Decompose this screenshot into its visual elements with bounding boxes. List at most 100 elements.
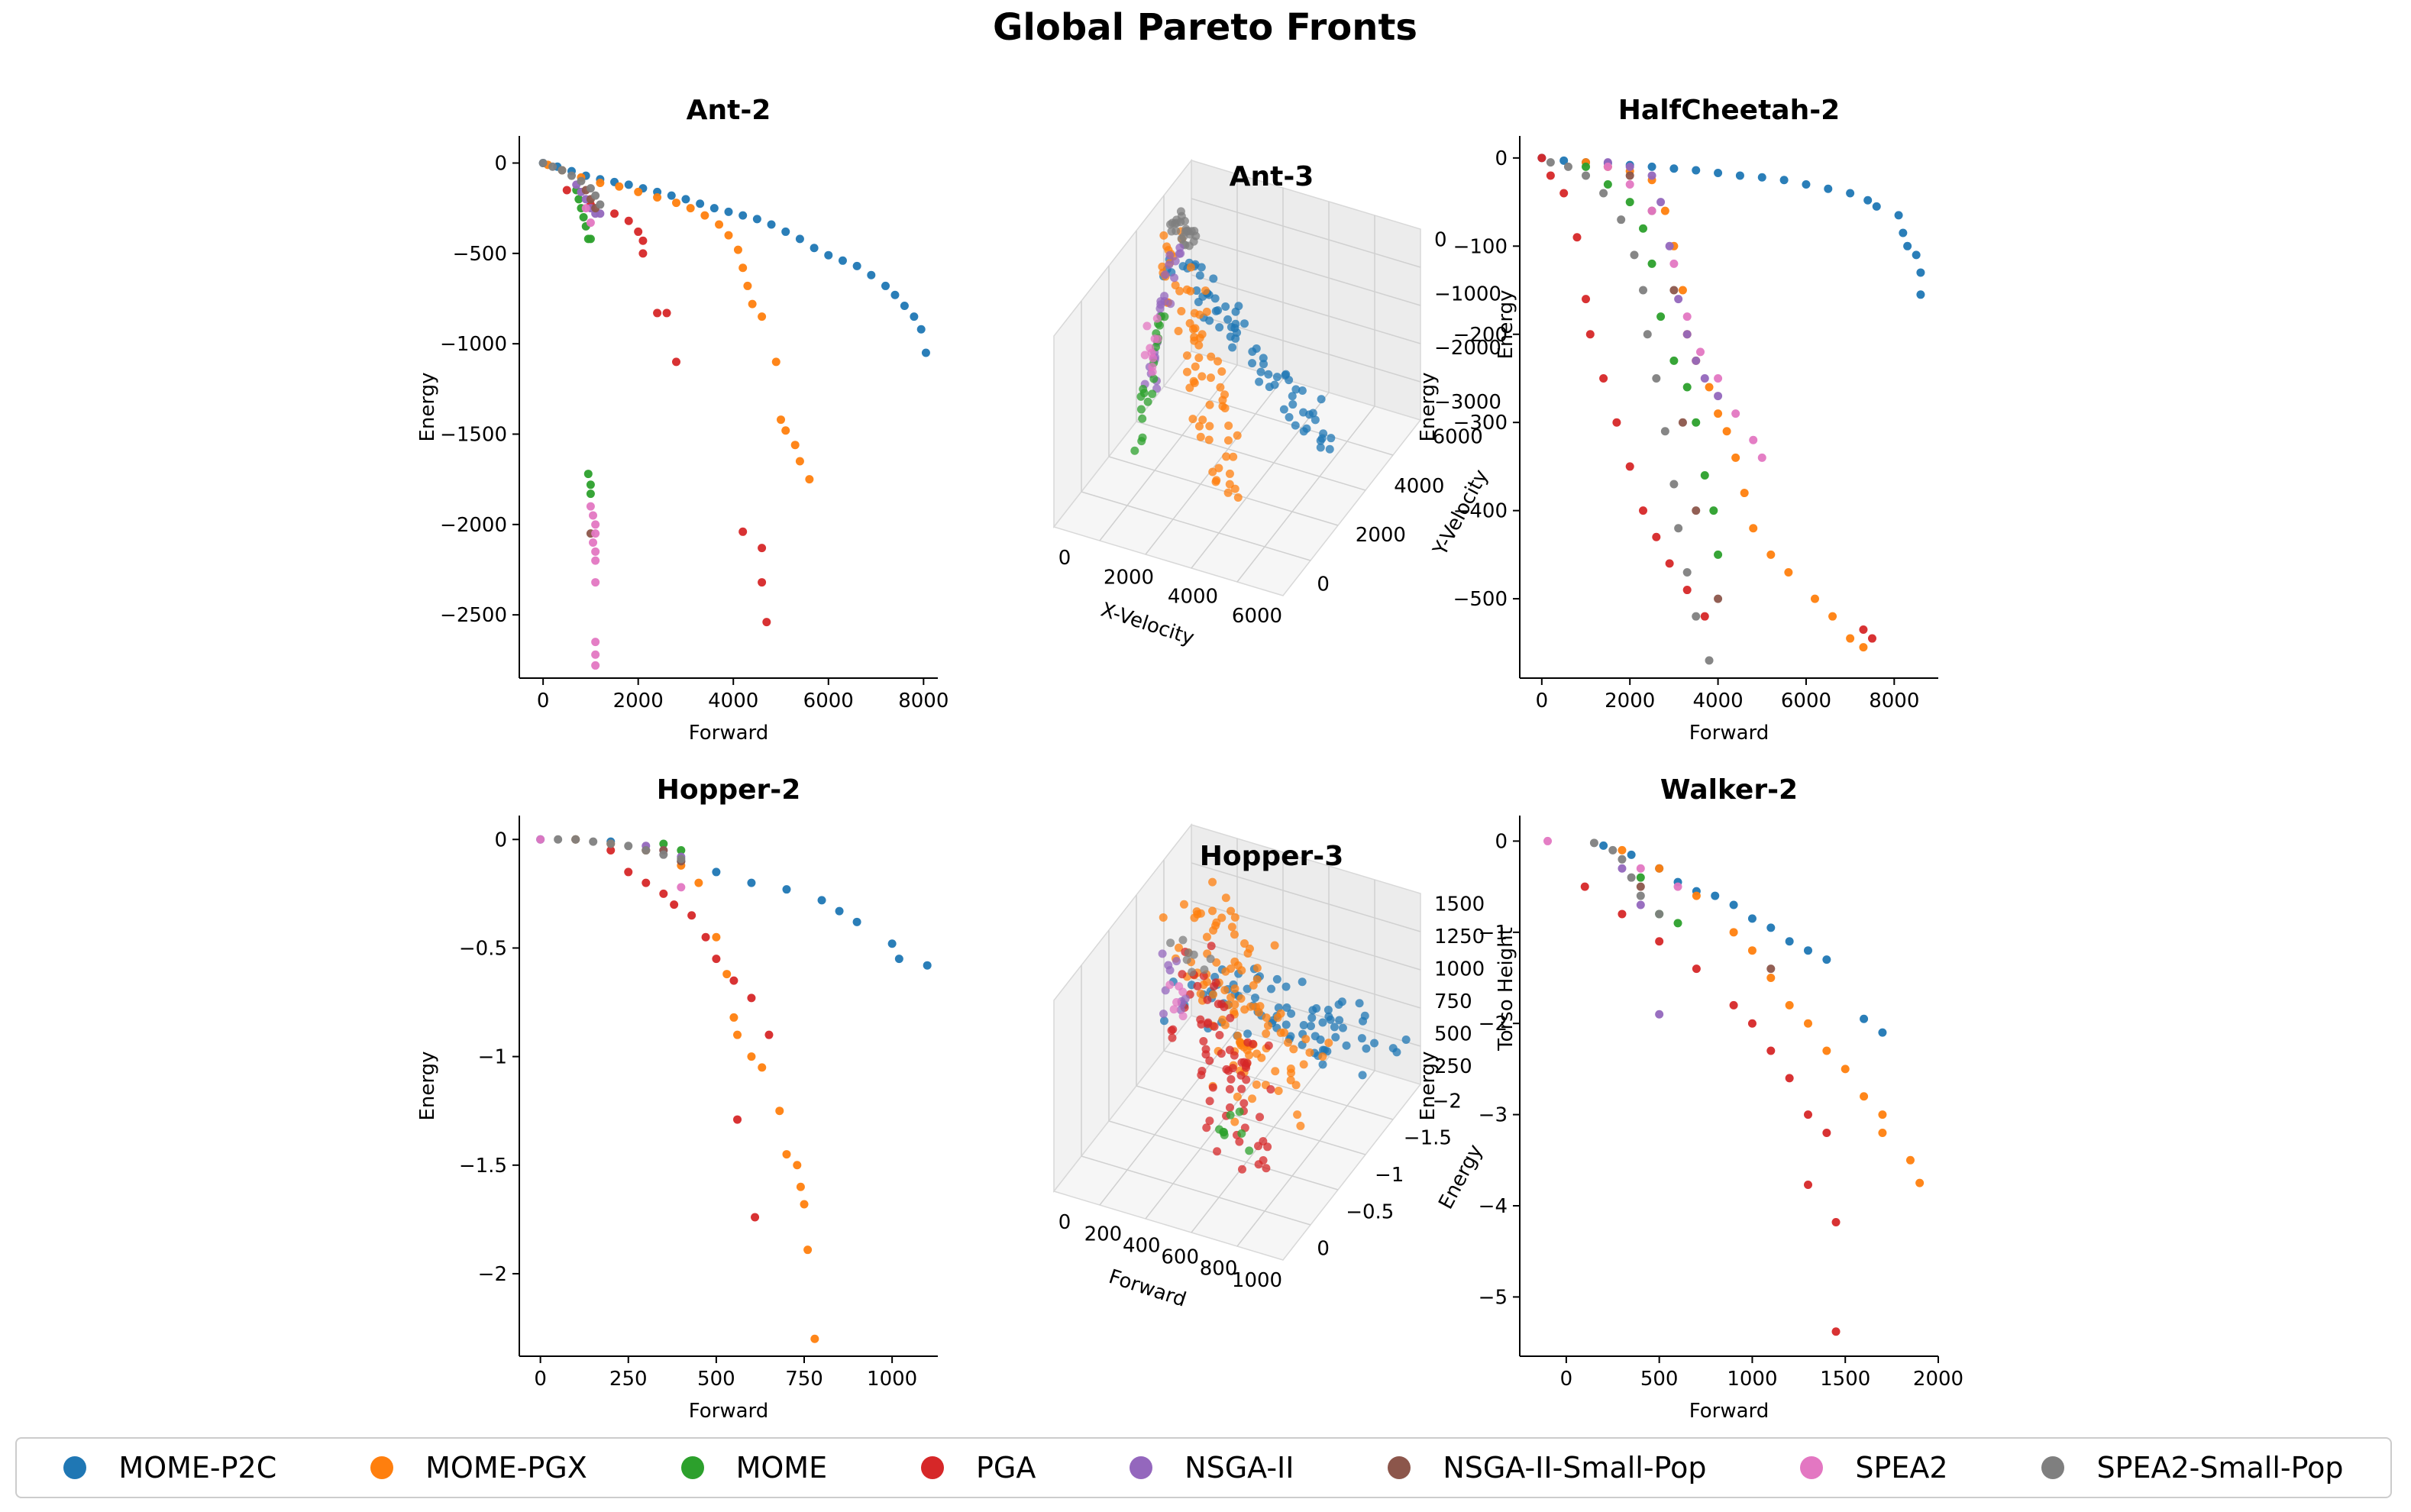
data-point bbox=[712, 932, 721, 942]
data-point bbox=[1625, 162, 1634, 171]
data-point bbox=[775, 1107, 784, 1116]
data-point bbox=[1255, 377, 1264, 386]
data-point bbox=[1230, 1000, 1239, 1009]
data-point bbox=[1537, 153, 1546, 163]
data-point bbox=[1239, 1099, 1249, 1108]
data-point bbox=[1177, 307, 1186, 316]
data-point bbox=[1692, 612, 1701, 621]
chart-title: Walker-2 bbox=[1660, 774, 1798, 806]
data-point bbox=[1222, 452, 1231, 461]
data-point bbox=[1140, 351, 1149, 360]
data-point bbox=[1785, 937, 1794, 946]
data-point bbox=[1266, 1084, 1275, 1094]
data-point bbox=[1326, 1015, 1335, 1024]
legend-label: MOME-P2C bbox=[118, 1451, 277, 1485]
data-point bbox=[1188, 325, 1197, 334]
data-point bbox=[653, 309, 662, 318]
data-point bbox=[1682, 586, 1692, 595]
data-point bbox=[1636, 882, 1645, 891]
data-point bbox=[1652, 532, 1661, 541]
data-point bbox=[1582, 295, 1591, 304]
data-point bbox=[562, 186, 571, 195]
series-SPEA2-Small-Pop bbox=[554, 835, 686, 864]
data-point bbox=[1307, 1013, 1317, 1023]
data-point bbox=[1318, 1060, 1327, 1069]
data-point bbox=[1316, 1035, 1325, 1044]
data-point bbox=[596, 209, 605, 218]
data-point bbox=[1878, 1128, 1887, 1137]
data-point bbox=[824, 250, 833, 260]
data-point bbox=[1209, 990, 1218, 999]
data-point bbox=[1714, 594, 1723, 603]
data-point bbox=[1288, 400, 1298, 409]
y-tick-label: 0 bbox=[494, 829, 507, 851]
data-point bbox=[810, 244, 819, 253]
z-tick-label: 750 bbox=[1434, 990, 1472, 1013]
x-axis-label: Forward bbox=[689, 722, 769, 745]
data-point bbox=[1804, 1019, 1813, 1028]
data-point bbox=[729, 976, 738, 985]
data-point bbox=[793, 1161, 802, 1170]
data-point bbox=[1182, 351, 1191, 360]
grid-line bbox=[1163, 386, 1394, 456]
data-point bbox=[1197, 1019, 1206, 1029]
data-point bbox=[835, 906, 844, 916]
data-point bbox=[1841, 1065, 1850, 1074]
data-point bbox=[1236, 1039, 1246, 1048]
z-tick-label: 1250 bbox=[1434, 926, 1485, 948]
y-tick-label: 0 bbox=[1317, 1238, 1330, 1261]
data-point bbox=[1669, 259, 1679, 268]
data-point bbox=[1182, 955, 1191, 964]
data-point bbox=[916, 325, 926, 334]
data-point bbox=[591, 578, 600, 587]
data-point bbox=[694, 878, 703, 887]
data-point bbox=[1692, 166, 1701, 175]
data-point bbox=[762, 618, 771, 627]
series-SPEA2-Small-Pop bbox=[1166, 935, 1215, 977]
data-point bbox=[1230, 484, 1239, 493]
x-tick-label: 750 bbox=[785, 1368, 823, 1391]
data-point bbox=[1731, 409, 1740, 418]
legend-marker bbox=[680, 1456, 704, 1479]
data-point bbox=[1603, 179, 1612, 189]
data-point bbox=[1859, 625, 1868, 635]
data-point bbox=[1323, 1006, 1333, 1015]
data-point bbox=[606, 839, 616, 848]
data-point bbox=[591, 547, 600, 556]
data-point bbox=[1180, 217, 1189, 226]
data-point bbox=[1655, 1010, 1664, 1019]
y-tick-label: 0 bbox=[1317, 573, 1330, 596]
data-point bbox=[1186, 263, 1195, 272]
data-point bbox=[1252, 964, 1262, 973]
data-point bbox=[1168, 1025, 1178, 1034]
data-point bbox=[1804, 1110, 1813, 1119]
data-point bbox=[1192, 286, 1201, 296]
data-point bbox=[1674, 524, 1683, 533]
data-point bbox=[1859, 643, 1868, 652]
data-point bbox=[890, 290, 900, 299]
x-tick-label: 2000 bbox=[613, 690, 664, 712]
data-point bbox=[1152, 314, 1162, 323]
y-tick-label: 0 bbox=[494, 153, 507, 176]
data-point bbox=[1785, 1000, 1794, 1010]
data-point bbox=[1317, 395, 1326, 404]
y-tick-label: 0 bbox=[1495, 830, 1508, 853]
data-point bbox=[1810, 594, 1819, 603]
data-point bbox=[777, 415, 785, 425]
grid-line bbox=[1099, 174, 1238, 541]
data-point bbox=[1696, 347, 1705, 357]
data-point bbox=[1599, 373, 1608, 383]
data-point bbox=[1618, 845, 1627, 855]
data-point bbox=[1185, 383, 1194, 393]
x-axis-label: Forward bbox=[1689, 1400, 1769, 1423]
x-tick-label: 1500 bbox=[1820, 1368, 1870, 1391]
data-point bbox=[1828, 612, 1837, 621]
data-point bbox=[748, 299, 757, 309]
data-point bbox=[1630, 250, 1639, 260]
y-axis-label: Energy bbox=[416, 1051, 439, 1120]
legend-marker bbox=[63, 1456, 87, 1479]
data-point bbox=[810, 1334, 819, 1343]
data-point bbox=[733, 245, 742, 254]
data-point bbox=[1636, 864, 1645, 873]
data-point bbox=[554, 835, 563, 844]
